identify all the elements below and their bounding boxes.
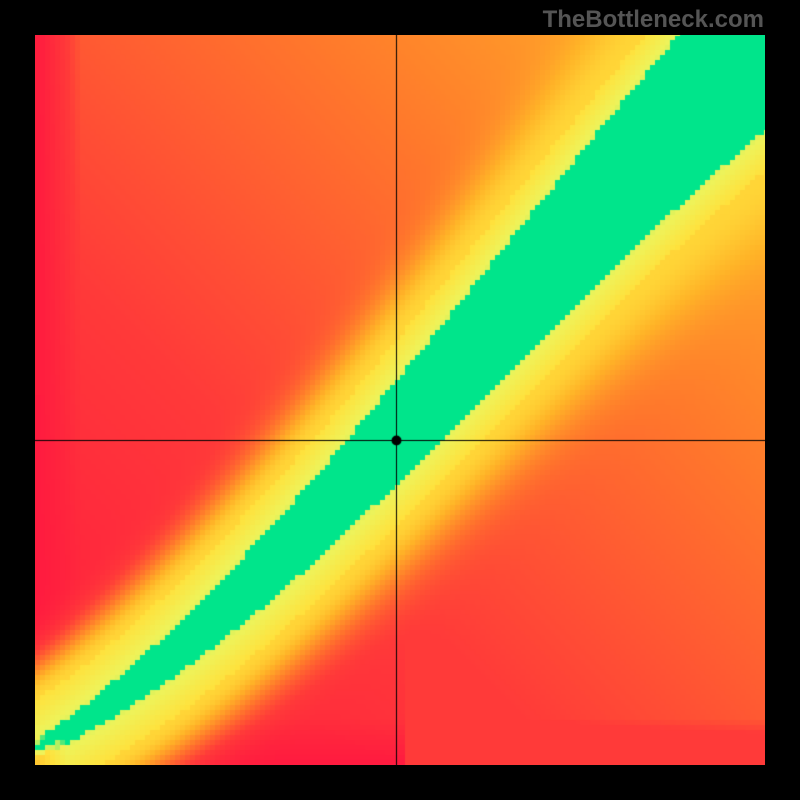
chart-container: { "canvas": { "width": 800, "height": 80…: [0, 0, 800, 800]
watermark-text: TheBottleneck.com: [543, 6, 764, 34]
bottleneck-heatmap: [35, 35, 765, 765]
